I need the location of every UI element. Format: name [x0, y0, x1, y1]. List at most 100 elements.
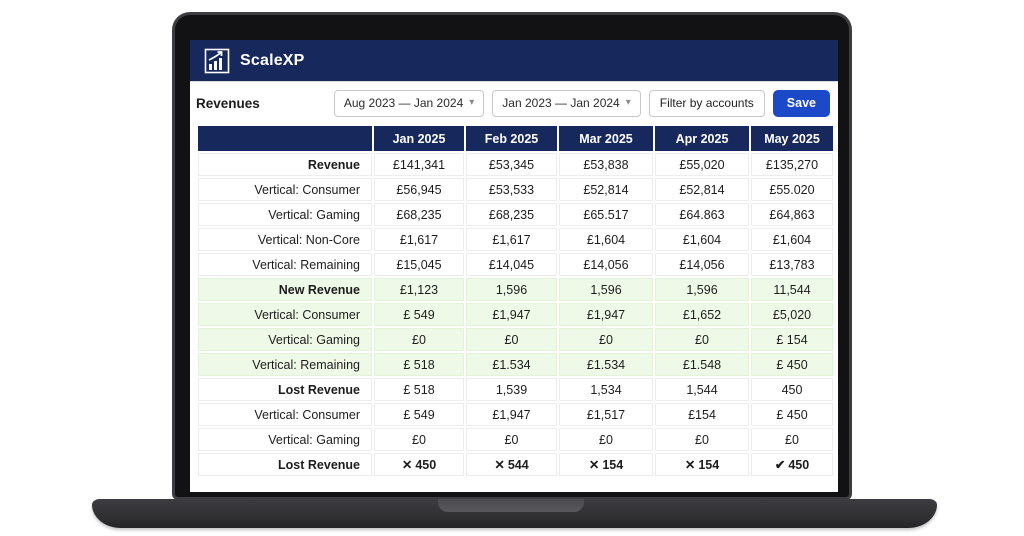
value-cell: £5,020	[751, 303, 833, 326]
table-row: Lost Revenue £ 518 1,539 1,534 1,544 450	[198, 378, 833, 401]
laptop-base	[92, 499, 937, 528]
value-cell: £1,517	[559, 403, 653, 426]
value-cell: £64,863	[751, 203, 833, 226]
value-cell: £52,814	[559, 178, 653, 201]
month-column-header: May 2025	[751, 126, 833, 151]
check-icon[interactable]: ✔	[774, 458, 786, 472]
table-row: Vertical: Gaming £0 £0 £0 £0 £ 154	[198, 328, 833, 351]
value-cell: £15,045	[374, 253, 464, 276]
table-row: Vertical: Consumer £ 549 £1,947 £1,517 £154 £…	[198, 403, 833, 426]
app-header: ScaleXP	[190, 40, 838, 82]
x-icon[interactable]: ✕	[401, 458, 413, 472]
value-cell: £0	[655, 428, 749, 451]
value-cell: £13,783	[751, 253, 833, 276]
value-cell: £154	[655, 403, 749, 426]
cell-value: 154	[602, 458, 624, 472]
row-label: Vertical: Gaming	[198, 203, 372, 226]
cell-value: 154	[698, 458, 720, 472]
value-cell: £1.548	[655, 353, 749, 376]
value-cell: ✔ 450	[751, 453, 833, 476]
table-row: New Revenue £1,123 1,596 1,596 1,596 11,544	[198, 278, 833, 301]
date-range-1-value: Aug 2023 — Jan 2024	[343, 96, 464, 110]
x-icon[interactable]: ✕	[588, 458, 600, 472]
value-cell: £52,814	[655, 178, 749, 201]
brand-name: ScaleXP	[240, 51, 305, 69]
value-cell: 1,539	[466, 378, 557, 401]
month-column-header: Mar 2025	[559, 126, 653, 151]
save-button[interactable]: Save	[772, 89, 830, 117]
toolbar: Revenues Aug 2023 — Jan 2024 ▾ Jan 2023 …	[190, 82, 838, 124]
x-icon[interactable]: ✕	[494, 458, 505, 472]
table-row: Lost Revenue ✕ 450 ✕ 544 ✕ 154 ✕ 154 ✔ 450	[198, 453, 833, 476]
revenue-table: Jan 2025 Feb 2025 Mar 2025 Apr 2025 May 2025…	[196, 124, 835, 478]
value-cell: £135,270	[751, 153, 833, 176]
row-label: Vertical: Remaining	[198, 253, 372, 276]
value-cell: ✕ 154	[655, 453, 749, 476]
value-cell: 1,596	[466, 278, 557, 301]
cell-value: 450	[415, 458, 437, 472]
table-row: Vertical: Gaming £0 £0 £0 £0 £0	[198, 428, 833, 451]
value-cell: 1,534	[559, 378, 653, 401]
value-cell: £55,020	[655, 153, 749, 176]
value-cell: £56,945	[374, 178, 464, 201]
chevron-down-icon: ▾	[469, 97, 475, 108]
value-cell: 11,544	[751, 278, 833, 301]
value-cell: £0	[559, 328, 653, 351]
month-column-header: Feb 2025	[466, 126, 557, 151]
value-cell: £1,604	[751, 228, 833, 251]
value-cell: £ 518	[374, 378, 464, 401]
value-cell: £0	[374, 428, 464, 451]
value-cell: £0	[655, 328, 749, 351]
value-cell: £1,123	[374, 278, 464, 301]
value-cell: £ 154	[751, 328, 833, 351]
row-label: Lost Revenue	[198, 378, 372, 401]
value-cell: £ 549	[374, 303, 464, 326]
row-label-column-header	[198, 126, 372, 151]
value-cell: £53,533	[466, 178, 557, 201]
row-label: Vertical: Consumer	[198, 303, 372, 326]
value-cell: £0	[559, 428, 653, 451]
table-row: Vertical: Non-Core £1,617 £1,617 £1,604 £1,6…	[198, 228, 833, 251]
value-cell: £1,604	[655, 228, 749, 251]
value-cell: £55.020	[751, 178, 833, 201]
value-cell: ✕ 154	[559, 453, 653, 476]
row-label: Vertical: Consumer	[198, 403, 372, 426]
chevron-down-icon: ▾	[625, 97, 631, 108]
laptop-lid-notch	[438, 499, 584, 512]
scalexp-logo-icon	[204, 48, 230, 74]
value-cell: £1,947	[559, 303, 653, 326]
row-label: Lost Revenue	[198, 453, 372, 476]
value-cell: £64.863	[655, 203, 749, 226]
table-row: Revenue £141,341 £53,345 £53,838 £55,020 £135…	[198, 153, 833, 176]
value-cell: £ 518	[374, 353, 464, 376]
value-cell: £68,235	[374, 203, 464, 226]
row-label: Vertical: Remaining	[198, 353, 372, 376]
date-range-dropdown-1[interactable]: Aug 2023 — Jan 2024 ▾	[333, 89, 485, 117]
date-range-2-value: Jan 2023 — Jan 2024	[502, 96, 620, 110]
revenue-table-container: Jan 2025 Feb 2025 Mar 2025 Apr 2025 May 2025…	[190, 124, 838, 478]
date-range-dropdown-2[interactable]: Jan 2023 — Jan 2024 ▾	[492, 89, 641, 117]
value-cell: £0	[751, 428, 833, 451]
value-cell: £1,604	[559, 228, 653, 251]
filter-by-accounts-button[interactable]: Filter by accounts	[648, 89, 765, 117]
value-cell: £1,617	[466, 228, 557, 251]
value-cell: £141,341	[374, 153, 464, 176]
value-cell: £1.534	[559, 353, 653, 376]
row-label: Vertical: Consumer	[198, 178, 372, 201]
value-cell: £1,617	[374, 228, 464, 251]
value-cell: £1,652	[655, 303, 749, 326]
value-cell: £53,838	[559, 153, 653, 176]
x-icon[interactable]: ✕	[684, 458, 696, 472]
value-cell: £65.517	[559, 203, 653, 226]
row-label: Vertical: Non-Core	[198, 228, 372, 251]
value-cell: £14,056	[655, 253, 749, 276]
value-cell: £0	[466, 428, 557, 451]
value-cell: £1,947	[466, 303, 557, 326]
row-label: Vertical: Gaming	[198, 328, 372, 351]
value-cell: 450	[751, 378, 833, 401]
table-row: Vertical: Remaining £ 518 £1.534 £1.534 £1.5…	[198, 353, 833, 376]
value-cell: £ 450	[751, 403, 833, 426]
row-label: Vertical: Gaming	[198, 428, 372, 451]
value-cell: £14,056	[559, 253, 653, 276]
